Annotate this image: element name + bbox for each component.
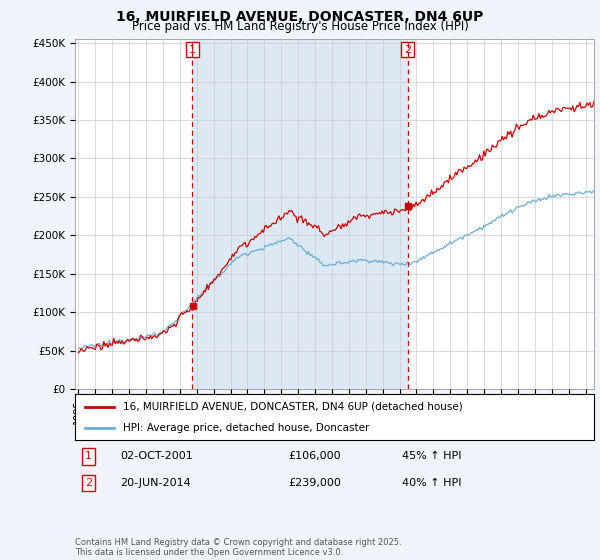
Text: 2: 2 [404,45,411,54]
Text: 1: 1 [189,45,196,54]
Text: 16, MUIRFIELD AVENUE, DONCASTER, DN4 6UP (detached house): 16, MUIRFIELD AVENUE, DONCASTER, DN4 6UP… [123,402,463,412]
Text: 20-JUN-2014: 20-JUN-2014 [120,478,191,488]
Text: £106,000: £106,000 [288,451,341,461]
Bar [193,39,407,389]
Text: 40% ↑ HPI: 40% ↑ HPI [402,478,461,488]
Text: HPI: Average price, detached house, Doncaster: HPI: Average price, detached house, Donc… [123,423,369,433]
Text: 1: 1 [85,451,92,461]
Text: 16, MUIRFIELD AVENUE, DONCASTER, DN4 6UP: 16, MUIRFIELD AVENUE, DONCASTER, DN4 6UP [116,10,484,24]
Text: 45% ↑ HPI: 45% ↑ HPI [402,451,461,461]
Text: £239,000: £239,000 [288,478,341,488]
Text: Contains HM Land Registry data © Crown copyright and database right 2025.
This d: Contains HM Land Registry data © Crown c… [75,538,401,557]
Text: 2: 2 [85,478,92,488]
Text: 02-OCT-2001: 02-OCT-2001 [120,451,193,461]
Text: Price paid vs. HM Land Registry's House Price Index (HPI): Price paid vs. HM Land Registry's House … [131,20,469,32]
